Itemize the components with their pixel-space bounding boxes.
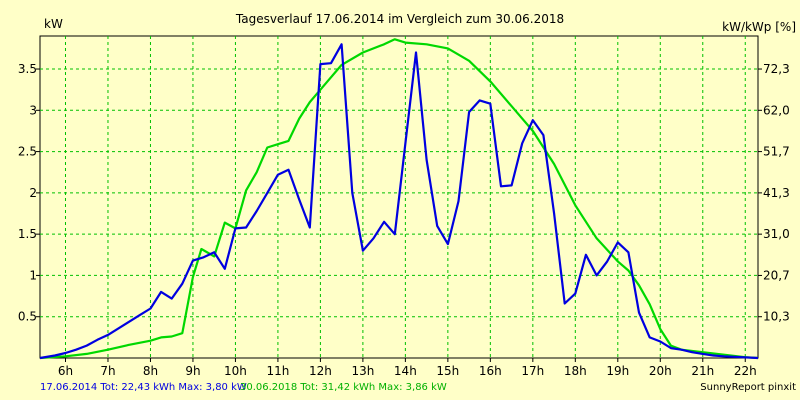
footer-series-2: 30.06.2018 Tot: 31,42 kWh Max: 3,86 kW xyxy=(240,382,447,393)
y-axis-right-label: kW/kWp [%] xyxy=(722,20,796,34)
y-right-tick-label: 72,3 xyxy=(763,62,790,76)
y-right-tick-label: 41,3 xyxy=(763,186,790,200)
y-tick-label: 2.5 xyxy=(18,145,37,159)
x-tick-label: 13h xyxy=(351,364,374,378)
x-tick-label: 6h xyxy=(58,364,73,378)
y-tick-label: 2 xyxy=(29,186,37,200)
x-tick-label: 10h xyxy=(224,364,247,378)
y-tick-label: 3 xyxy=(29,103,37,117)
x-tick-label: 9h xyxy=(185,364,200,378)
y-tick-label: 1 xyxy=(29,268,37,282)
x-tick-label: 11h xyxy=(266,364,289,378)
footer-series-1: 17.06.2014 Tot: 22,43 kWh Max: 3,80 kW xyxy=(40,382,247,393)
x-tick-label: 19h xyxy=(606,364,629,378)
labels: 6h 7h 8h 9h 10h 11h 12h 13h 14h 15h 16h 17h 18h 19h 20… xyxy=(18,62,790,378)
grid xyxy=(36,36,762,362)
series-line xyxy=(39,43,759,360)
y-tick-label: 0.5 xyxy=(18,310,37,324)
y-right-tick-label: 10,3 xyxy=(763,310,790,324)
x-tick-label: 21h xyxy=(691,364,714,378)
y-right-tick-label: 62,0 xyxy=(763,103,790,117)
x-tick-label: 8h xyxy=(143,364,158,378)
footer-credit: SunnyReport pinxit xyxy=(700,382,796,393)
y-axis-left-label: kW xyxy=(44,17,63,31)
chart-title: Tagesverlauf 17.06.2014 im Vergleich zum… xyxy=(235,12,564,26)
y-right-tick-label: 51,7 xyxy=(763,145,790,159)
x-tick-label: 16h xyxy=(479,364,502,378)
y-tick-label: 1.5 xyxy=(18,227,37,241)
y-right-tick-label: 20,7 xyxy=(763,268,790,282)
x-tick-label: 17h xyxy=(521,364,544,378)
x-tick-label: 18h xyxy=(564,364,587,378)
series-layer xyxy=(39,38,759,360)
y-tick-label: 3.5 xyxy=(18,62,37,76)
x-tick-label: 20h xyxy=(649,364,672,378)
x-tick-label: 15h xyxy=(436,364,459,378)
x-tick-label: 22h xyxy=(734,364,757,378)
x-tick-label: 7h xyxy=(100,364,115,378)
y-right-tick-label: 31,0 xyxy=(763,227,790,241)
x-tick-label: 14h xyxy=(394,364,417,378)
x-tick-label: 12h xyxy=(309,364,332,378)
series-line xyxy=(39,38,759,360)
